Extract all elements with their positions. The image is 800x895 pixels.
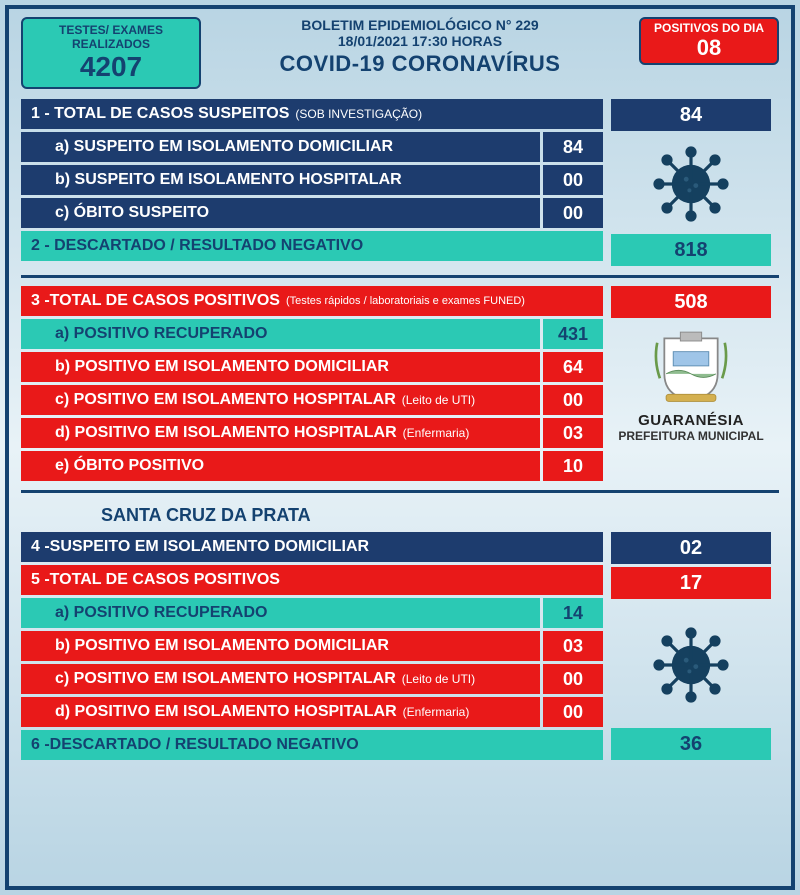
- divider-2: [21, 490, 779, 493]
- bulletin-number: BOLETIM EPIDEMIOLÓGICO N° 229: [201, 17, 639, 33]
- row-1c-value: 00: [543, 198, 603, 228]
- row-1-sub: (SOB INVESTIGAÇÃO): [295, 107, 422, 121]
- positives-value: 08: [647, 35, 771, 61]
- virus-icon: [651, 625, 731, 705]
- row-2-total: 818: [611, 234, 771, 266]
- row-3d-value: 03: [543, 418, 603, 448]
- row-1b-value: 00: [543, 165, 603, 195]
- row-1a-label: a) SUSPEITO EM ISOLAMENTO DOMICILIAR: [21, 132, 540, 162]
- section-3-title: SANTA CRUZ DA PRATA: [21, 501, 779, 532]
- row-5a-label: a) POSITIVO RECUPERADO: [21, 598, 540, 628]
- positives-label: POSITIVOS DO DIA: [647, 21, 771, 35]
- row-5d-sub: (Enfermaria): [403, 705, 470, 719]
- section-1: 1 - TOTAL DE CASOS SUSPEITOS (SOB INVEST…: [21, 99, 779, 269]
- row-3d-text: d) POSITIVO EM ISOLAMENTO HOSPITALAR: [55, 424, 397, 442]
- row-3d-sub: (Enfermaria): [403, 426, 470, 440]
- row-3a-value: 431: [543, 319, 603, 349]
- positives-box: POSITIVOS DO DIA 08: [639, 17, 779, 65]
- row-3e-value: 10: [543, 451, 603, 481]
- row-5a-value: 14: [543, 598, 603, 628]
- municipality-block: GUARANÉSIA PREFEITURA MUNICIPAL: [611, 321, 771, 484]
- tests-box: TESTES/ EXAMES REALIZADOS 4207: [21, 17, 201, 89]
- row-6-label: 6 -DESCARTADO / RESULTADO NEGATIVO: [21, 730, 603, 760]
- row-3-total: 508: [611, 286, 771, 318]
- row-3b-value: 64: [543, 352, 603, 382]
- row-1a-value: 84: [543, 132, 603, 162]
- municipality-sub: PREFEITURA MUNICIPAL: [611, 429, 771, 443]
- section-2: 3 -TOTAL DE CASOS POSITIVOS (Testes rápi…: [21, 286, 779, 484]
- header: TESTES/ EXAMES REALIZADOS 4207 BOLETIM E…: [21, 17, 779, 89]
- row-5b-value: 03: [543, 631, 603, 661]
- row-5d-label: d) POSITIVO EM ISOLAMENTO HOSPITALAR (Enf…: [21, 697, 540, 727]
- row-3-sub: (Testes rápidos / laboratoriais e exames…: [286, 295, 525, 307]
- divider-1: [21, 275, 779, 278]
- row-3c-text: c) POSITIVO EM ISOLAMENTO HOSPITALAR: [55, 391, 396, 409]
- section-3: 4 -SUSPEITO EM ISOLAMENTO DOMICILIAR 5 -…: [21, 532, 779, 763]
- row-5d-value: 00: [543, 697, 603, 727]
- bulletin-frame: TESTES/ EXAMES REALIZADOS 4207 BOLETIM E…: [5, 5, 795, 890]
- tests-value: 4207: [31, 51, 191, 83]
- row-1c-label: c) ÓBITO SUSPEITO: [21, 198, 540, 228]
- row-3b-label: b) POSITIVO EM ISOLAMENTO DOMICILIAR: [21, 352, 540, 382]
- row-1-label: 1 - TOTAL DE CASOS SUSPEITOS (SOB INVEST…: [21, 99, 603, 129]
- row-3c-value: 00: [543, 385, 603, 415]
- municipality-crest-icon: [646, 325, 736, 405]
- row-3-text: 3 -TOTAL DE CASOS POSITIVOS: [31, 292, 280, 310]
- row-5c-text: c) POSITIVO EM ISOLAMENTO HOSPITALAR: [55, 670, 396, 688]
- row-3a-label: a) POSITIVO RECUPERADO: [21, 319, 540, 349]
- row-3c-label: c) POSITIVO EM ISOLAMENTO HOSPITALAR (Lei…: [21, 385, 540, 415]
- row-5c-sub: (Leito de UTI): [402, 672, 475, 686]
- tests-label: TESTES/ EXAMES REALIZADOS: [31, 23, 191, 51]
- bulletin-title: COVID-19 CORONAVÍRUS: [201, 51, 639, 77]
- row-4-total: 02: [611, 532, 771, 564]
- bulletin-datetime: 18/01/2021 17:30 HORAS: [201, 33, 639, 49]
- row-3d-label: d) POSITIVO EM ISOLAMENTO HOSPITALAR (Enf…: [21, 418, 540, 448]
- title-block: BOLETIM EPIDEMIOLÓGICO N° 229 18/01/2021…: [201, 17, 639, 77]
- row-4-label: 4 -SUSPEITO EM ISOLAMENTO DOMICILIAR: [21, 532, 603, 562]
- virus-icon: [651, 144, 731, 224]
- row-1-total: 84: [611, 99, 771, 131]
- row-1-text: 1 - TOTAL DE CASOS SUSPEITOS: [31, 105, 289, 123]
- municipality-name: GUARANÉSIA: [611, 412, 771, 429]
- row-2-label: 2 - DESCARTADO / RESULTADO NEGATIVO: [21, 231, 603, 261]
- row-5c-value: 00: [543, 664, 603, 694]
- row-5d-text: d) POSITIVO EM ISOLAMENTO HOSPITALAR: [55, 703, 397, 721]
- row-1b-label: b) SUSPEITO EM ISOLAMENTO HOSPITALAR: [21, 165, 540, 195]
- row-3-label: 3 -TOTAL DE CASOS POSITIVOS (Testes rápi…: [21, 286, 603, 316]
- row-5c-label: c) POSITIVO EM ISOLAMENTO HOSPITALAR (Lei…: [21, 664, 540, 694]
- row-3c-sub: (Leito de UTI): [402, 393, 475, 407]
- row-5b-label: b) POSITIVO EM ISOLAMENTO DOMICILIAR: [21, 631, 540, 661]
- row-5-label: 5 -TOTAL DE CASOS POSITIVOS: [21, 565, 603, 595]
- row-5-total: 17: [611, 567, 771, 599]
- row-3e-label: e) ÓBITO POSITIVO: [21, 451, 540, 481]
- row-6-total: 36: [611, 728, 771, 760]
